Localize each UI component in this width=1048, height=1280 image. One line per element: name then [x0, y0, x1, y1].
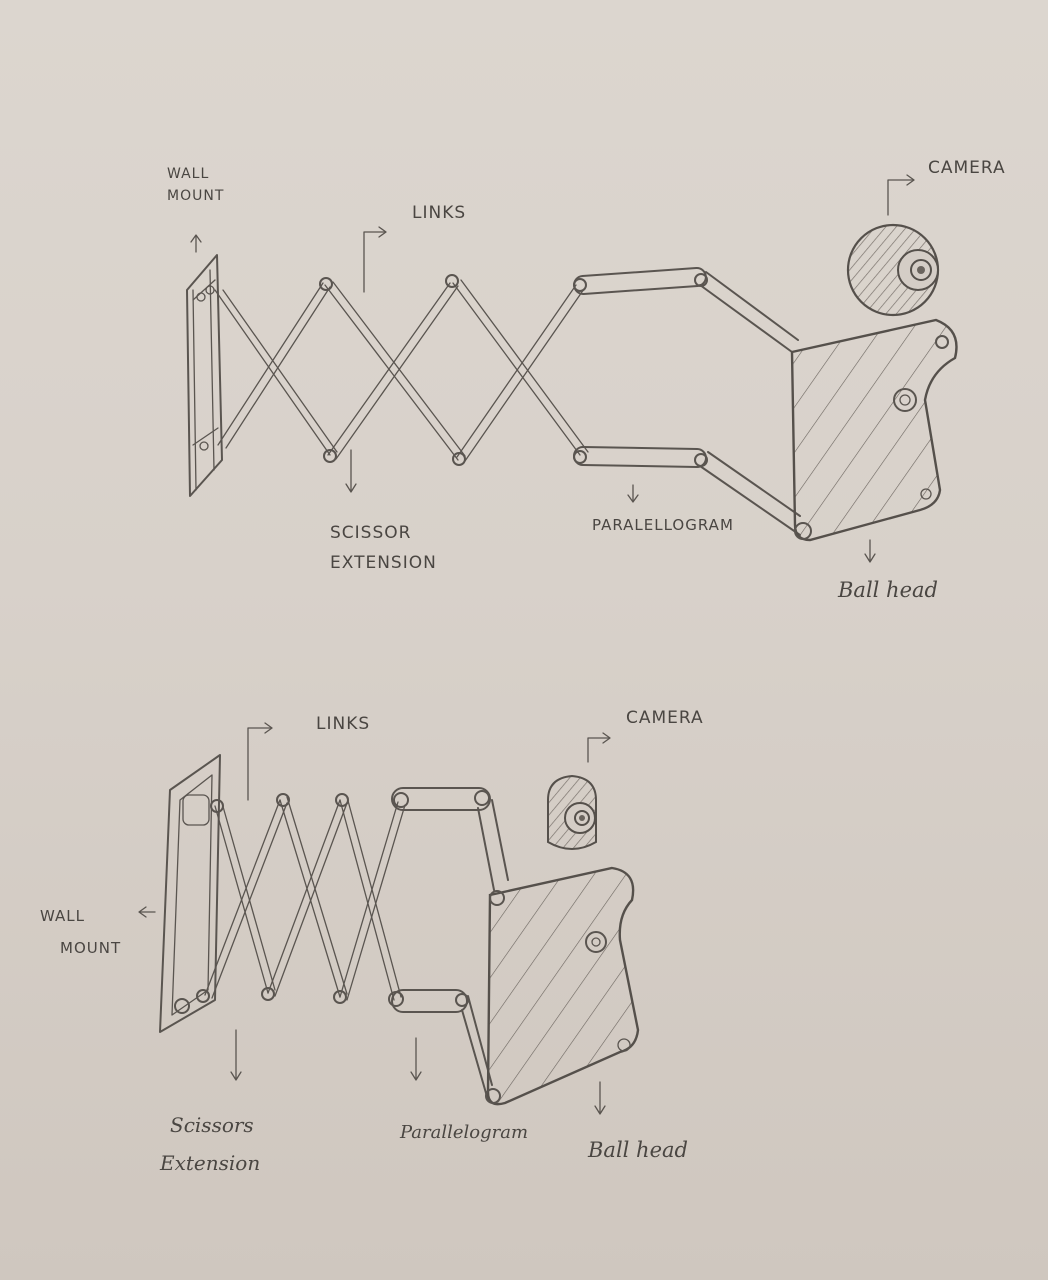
bottom-parallelogram-label: Parallelogram [400, 1122, 529, 1143]
top-scissor-extension-line2: EXTENSION [330, 553, 437, 573]
top-links-label: LINKS [412, 203, 467, 223]
bottom-ball-head [485, 866, 640, 1106]
bottom-ball-head-label: Ball head [588, 1138, 688, 1162]
bottom-wall-mount-line2: MOUNT [60, 939, 122, 957]
bottom-wall-mount [159, 754, 224, 1033]
bottom-scissors-extension-label: Scissors Extension [160, 1106, 260, 1182]
top-parallelogram-label: PARALELLOGRAM [592, 516, 734, 534]
bottom-camera [547, 774, 597, 850]
top-wall-mount [186, 254, 223, 497]
top-arrows [190, 174, 915, 563]
top-ball-head-label: Ball head [838, 578, 938, 602]
bottom-arrows [138, 722, 611, 1115]
bottom-scissor-links [204, 793, 406, 1004]
top-camera-label: CAMERA [928, 158, 1006, 178]
bottom-links-label: LINKS [316, 714, 371, 734]
top-camera [846, 223, 940, 317]
top-wall-mount-label-line1: WALL [167, 166, 210, 182]
top-scissor-extension-label: SCISSOR EXTENSION [330, 518, 437, 578]
top-scissor-extension-line1: SCISSOR [330, 523, 412, 543]
top-parallelogram [573, 267, 801, 536]
bottom-camera-label: CAMERA [626, 708, 704, 728]
top-scissor-links [214, 274, 589, 466]
top-wall-mount-label-line2: MOUNT [167, 188, 225, 204]
bottom-wall-mount-label: WALL MOUNT [40, 900, 121, 964]
bottom-scissors-extension-line2: Extension [160, 1151, 261, 1175]
bottom-wall-mount-line1: WALL [40, 907, 85, 925]
top-wall-mount-label: WALL MOUNT [167, 163, 224, 207]
bottom-scissors-extension-line1: Scissors [170, 1113, 254, 1137]
top-ball-head [790, 318, 958, 542]
